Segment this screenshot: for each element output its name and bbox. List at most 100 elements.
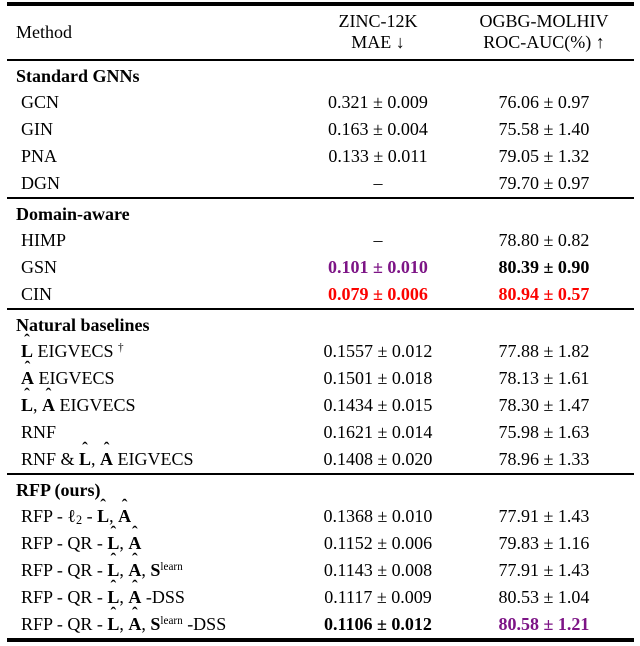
zinc-value-cell: 0.1117 ± 0.009	[324, 587, 432, 607]
section-header-row: RFP (ours)	[7, 473, 634, 503]
molhiv-value-cell: 80.39 ± 0.90	[498, 257, 590, 277]
section-header-row: Natural baselines	[7, 308, 634, 338]
hat-accent: ˆ	[100, 496, 106, 516]
molhiv-value-cell: 79.70 ± 0.97	[498, 173, 590, 193]
hat-accent: ˆ	[110, 550, 117, 570]
zinc-metric-label: MAE ↓	[351, 32, 405, 52]
hat-accent: ˆ	[110, 523, 117, 543]
table-row: GIN 0.163 ± 0.004 75.58 ± 1.40	[7, 116, 634, 143]
table-row: PNA 0.133 ± 0.011 79.05 ± 1.32	[7, 143, 634, 170]
method-cell: GIN	[21, 119, 53, 139]
molhiv-value-cell: 77.91 ± 1.43	[498, 560, 590, 580]
table-row: CIN 0.079 ± 0.006 80.94 ± 0.57	[7, 281, 634, 309]
section-title: Standard GNNs	[7, 59, 634, 89]
method-cell: PNA	[21, 146, 58, 166]
section-header-row: Domain-aware	[7, 197, 634, 227]
section-title: Domain-aware	[7, 197, 634, 227]
hat-accent: ˆ	[121, 496, 128, 516]
hat-accent: ˆ	[24, 358, 31, 378]
zinc-value-cell: 0.1408 ± 0.020	[323, 449, 433, 469]
section-title: Natural baselines	[7, 308, 634, 338]
method-cell: HIMP	[21, 230, 67, 250]
table-row: GSN 0.101 ± 0.010 80.39 ± 0.90	[7, 254, 634, 281]
table-row: DGN – 79.70 ± 0.97	[7, 170, 634, 198]
zinc-value-cell: 0.1501 ± 0.018	[323, 368, 433, 388]
zinc-value-cell: 0.1557 ± 0.012	[323, 341, 433, 361]
method-cell: CIN	[21, 284, 52, 304]
molhiv-value-cell: 79.05 ± 1.32	[498, 146, 590, 166]
molhiv-value-cell: 79.83 ± 1.16	[498, 533, 590, 553]
zinc-value-cell: 0.079 ± 0.006	[328, 284, 428, 304]
table-header: Method ZINC-12K MAE ↓ OGBG-MOLHIV ROC-AU…	[7, 4, 634, 60]
hat-accent: ˆ	[132, 577, 138, 597]
molhiv-column-header: OGBG-MOLHIV ROC-AUC(%) ↑	[454, 4, 634, 60]
molhiv-value-cell: 76.06 ± 0.97	[498, 92, 590, 112]
hat-accent: ˆ	[132, 523, 138, 543]
hat-accent: ˆ	[82, 439, 88, 459]
section-title: RFP (ours)	[7, 473, 634, 503]
hat-accent: ˆ	[45, 385, 52, 405]
zinc-value-cell: 0.133 ± 0.011	[328, 146, 428, 166]
method-cell: GSN	[21, 257, 58, 277]
zinc-value-cell: 0.163 ± 0.004	[328, 119, 428, 139]
hat-accent: ˆ	[103, 439, 110, 459]
table-row: GCN 0.321 ± 0.009 76.06 ± 0.97	[7, 89, 634, 116]
zinc-value-cell: 0.321 ± 0.009	[328, 92, 428, 112]
molhiv-value-cell: 80.58 ± 1.21	[498, 614, 590, 634]
hat-accent: ˆ	[132, 550, 138, 570]
method-column-header: Method	[16, 21, 72, 42]
molhiv-dataset-label: OGBG-MOLHIV	[479, 11, 609, 31]
zinc-dataset-label: ZINC-12K	[338, 11, 418, 31]
molhiv-value-cell: 78.96 ± 1.33	[498, 449, 590, 469]
molhiv-value-cell: 78.30 ± 1.47	[498, 395, 590, 415]
table-body: Standard GNNs GCN 0.321 ± 0.009 76.06 ± 0.9…	[7, 59, 634, 640]
hat-accent: ˆ	[132, 604, 138, 624]
zinc-value-cell: 0.1434 ± 0.015	[323, 395, 433, 415]
molhiv-value-cell: 75.58 ± 1.40	[498, 119, 590, 139]
header-row: Method ZINC-12K MAE ↓ OGBG-MOLHIV ROC-AU…	[7, 4, 634, 60]
molhiv-value-cell: 78.80 ± 0.82	[498, 230, 590, 250]
zinc-value-cell: 0.1106 ± 0.012	[324, 614, 432, 634]
results-table: Method ZINC-12K MAE ↓ OGBG-MOLHIV ROC-AU…	[7, 2, 634, 642]
zinc-value-cell: 0.1152 ± 0.006	[323, 533, 433, 553]
zinc-value-cell: –	[373, 230, 383, 250]
zinc-column-header: ZINC-12K MAE ↓	[302, 4, 454, 60]
hat-accent: ˆ	[110, 604, 117, 624]
molhiv-value-cell: 77.88 ± 1.82	[498, 341, 590, 361]
molhiv-value-cell: 75.98 ± 1.63	[498, 422, 590, 442]
hat-accent: ˆ	[24, 385, 30, 405]
hat-accent: ˆ	[24, 331, 30, 351]
molhiv-value-cell: 78.13 ± 1.61	[498, 368, 590, 388]
molhiv-value-cell: 80.53 ± 1.04	[498, 587, 590, 607]
molhiv-value-cell: 80.94 ± 0.57	[498, 284, 590, 304]
molhiv-value-cell: 77.91 ± 1.43	[498, 506, 590, 526]
hat-accent: ˆ	[110, 577, 117, 597]
paper-results-table-container: Method ZINC-12K MAE ↓ OGBG-MOLHIV ROC-AU…	[7, 2, 634, 642]
zinc-value-cell: 0.1621 ± 0.014	[323, 422, 433, 442]
method-cell: GCN	[21, 92, 60, 112]
zinc-value-cell: 0.101 ± 0.010	[328, 257, 428, 277]
table-row: HIMP – 78.80 ± 0.82	[7, 227, 634, 254]
molhiv-metric-label: ROC-AUC(%) ↑	[483, 32, 605, 52]
method-cell: RNF	[21, 422, 57, 442]
zinc-value-cell: 0.1368 ± 0.010	[323, 506, 433, 526]
zinc-value-cell: –	[373, 173, 383, 193]
